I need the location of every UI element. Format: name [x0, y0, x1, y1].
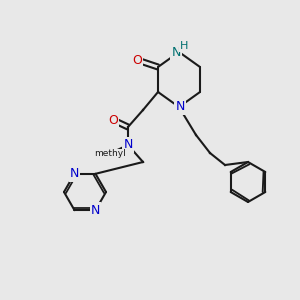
Text: H: H	[180, 41, 188, 51]
Text: O: O	[132, 53, 142, 67]
Text: N: N	[171, 46, 181, 59]
Text: O: O	[108, 113, 118, 127]
Text: methyl: methyl	[94, 149, 126, 158]
Text: N: N	[123, 139, 133, 152]
Text: N: N	[91, 204, 100, 217]
Text: N: N	[70, 167, 79, 180]
Text: N: N	[175, 100, 185, 113]
